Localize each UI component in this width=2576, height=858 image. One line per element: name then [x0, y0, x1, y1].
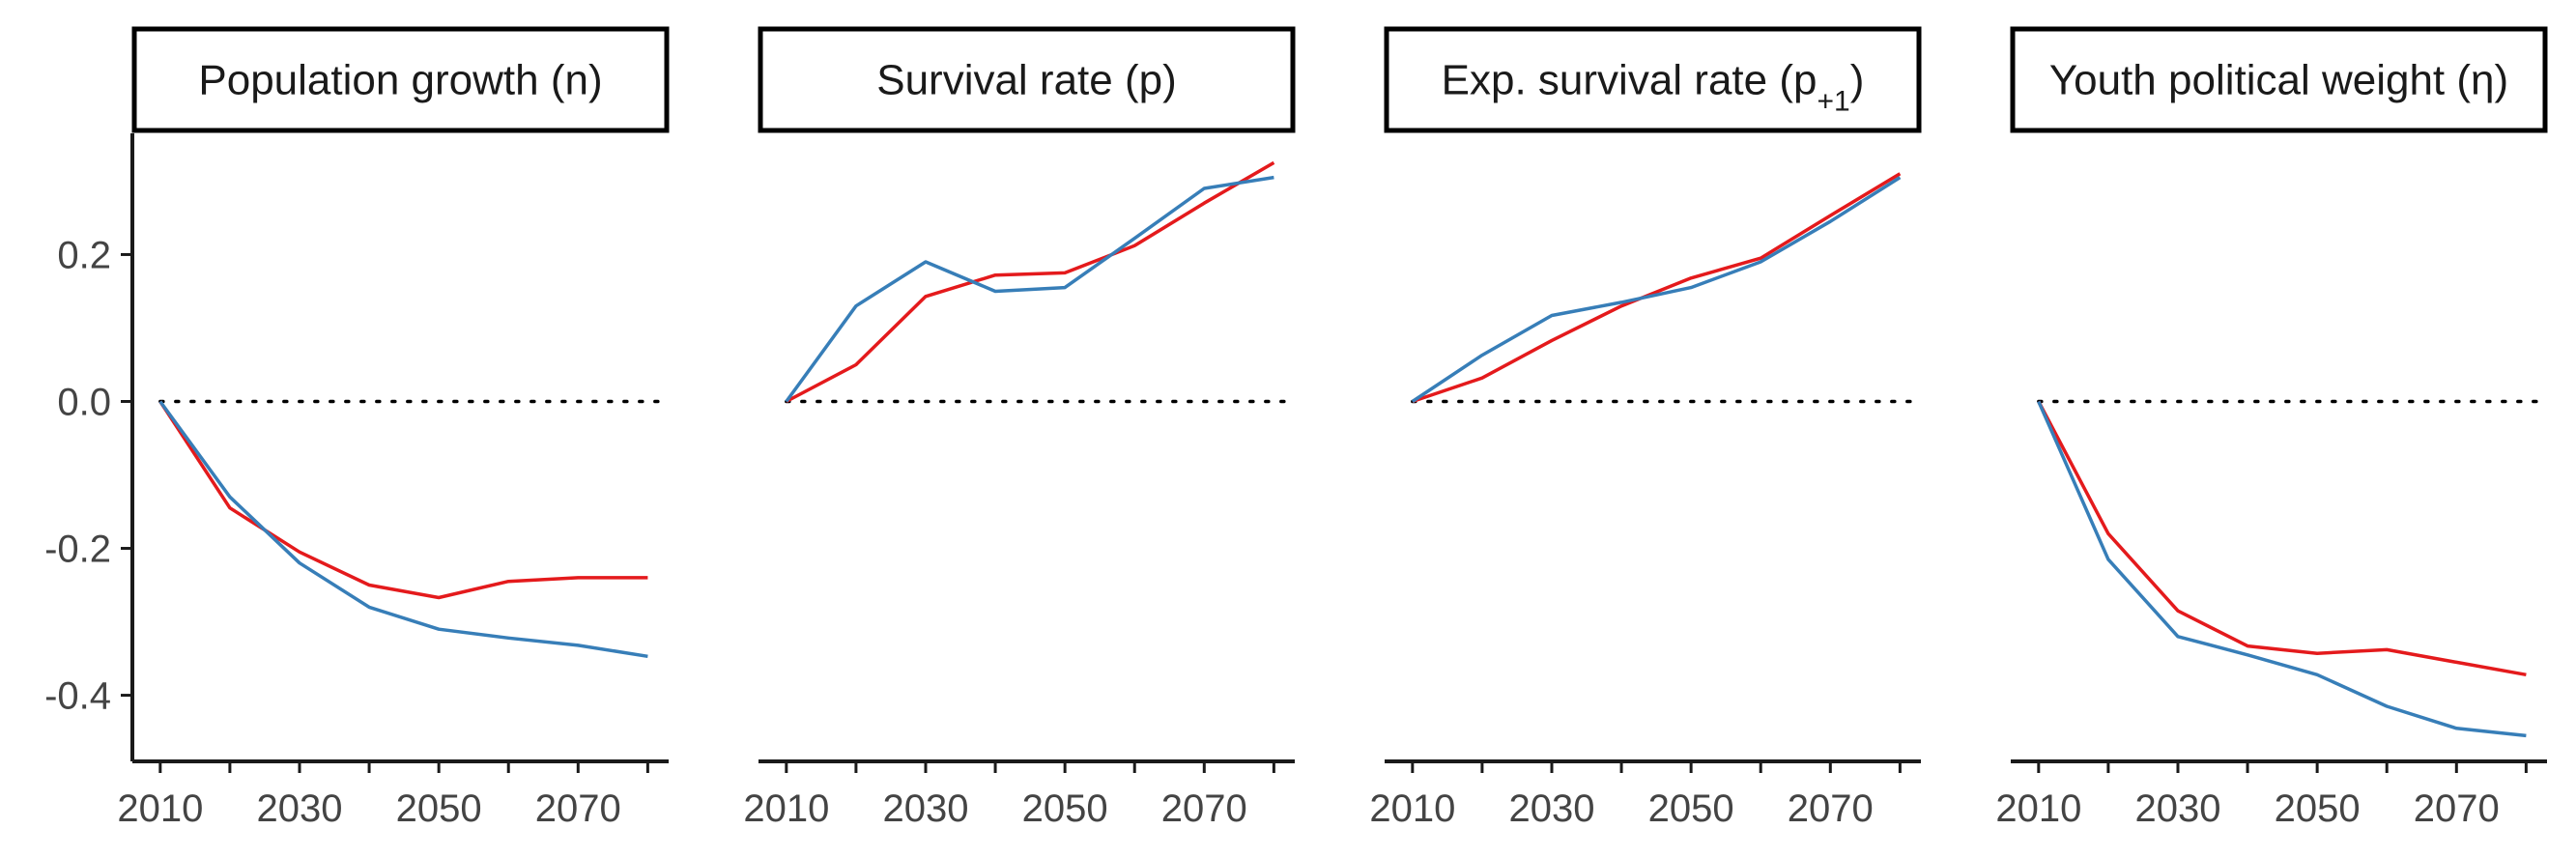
- y-axis: 0.2 0.0 -0.2 -0.4: [44, 133, 134, 761]
- x-tick-label: 2010: [1369, 787, 1455, 830]
- facet-title: Youth political weight (η): [2049, 57, 2508, 104]
- x-tick-label: 2030: [256, 787, 342, 830]
- x-tick-label: 2070: [1161, 787, 1247, 830]
- x-tick-label: 2050: [1648, 787, 1734, 830]
- panel-1: Population growth (n) 2010 2030 2050 2070: [117, 26, 670, 830]
- x-tick-label: 2050: [1022, 787, 1108, 830]
- series-line-blue: [158, 400, 648, 659]
- panel-3: Exp. survival rate (p+1)2010 2030 2050 2070: [1369, 26, 1922, 830]
- series-line-red: [158, 400, 648, 600]
- y-tick-label: -0.4: [44, 675, 111, 718]
- series-line-red: [2037, 400, 2527, 677]
- facet-strip: [131, 26, 670, 133]
- x-tick-label: 2070: [2414, 787, 2500, 830]
- facet-strip: [758, 26, 1296, 133]
- x-tick-label: 2010: [743, 787, 829, 830]
- series-line-red: [785, 160, 1275, 404]
- facet-strip: [1384, 26, 1922, 133]
- x-tick-label: 2030: [2134, 787, 2220, 830]
- panel-2: Survival rate (p) 2010 2030 2050 2070: [743, 26, 1296, 830]
- series-line-blue: [1411, 176, 1902, 403]
- facet-title: Survival rate (p): [876, 57, 1177, 104]
- x-tick-label: 2070: [1788, 787, 1874, 830]
- x-tick-label: 2030: [882, 787, 968, 830]
- y-tick-label: -0.2: [44, 529, 111, 571]
- series-line-red: [1412, 172, 1902, 404]
- x-tick-label: 2010: [117, 787, 203, 830]
- series-line-blue: [2037, 400, 2527, 738]
- x-tick-label: 2050: [2275, 787, 2361, 830]
- facet-title: Population growth (n): [198, 57, 602, 104]
- x-tick-label: 2050: [396, 787, 482, 830]
- y-tick-label: 0.2: [57, 234, 111, 276]
- x-tick-label: 2010: [1995, 787, 2081, 830]
- facet-strip: [2010, 26, 2548, 133]
- series-line-blue: [785, 175, 1274, 403]
- y-tick-label: 0.0: [57, 381, 111, 423]
- panel-4: Youth political weight (η) 2010 2030 2050 20…: [1995, 26, 2548, 830]
- x-tick-label: 2030: [1508, 787, 1594, 830]
- x-tick-label: 2070: [535, 787, 621, 830]
